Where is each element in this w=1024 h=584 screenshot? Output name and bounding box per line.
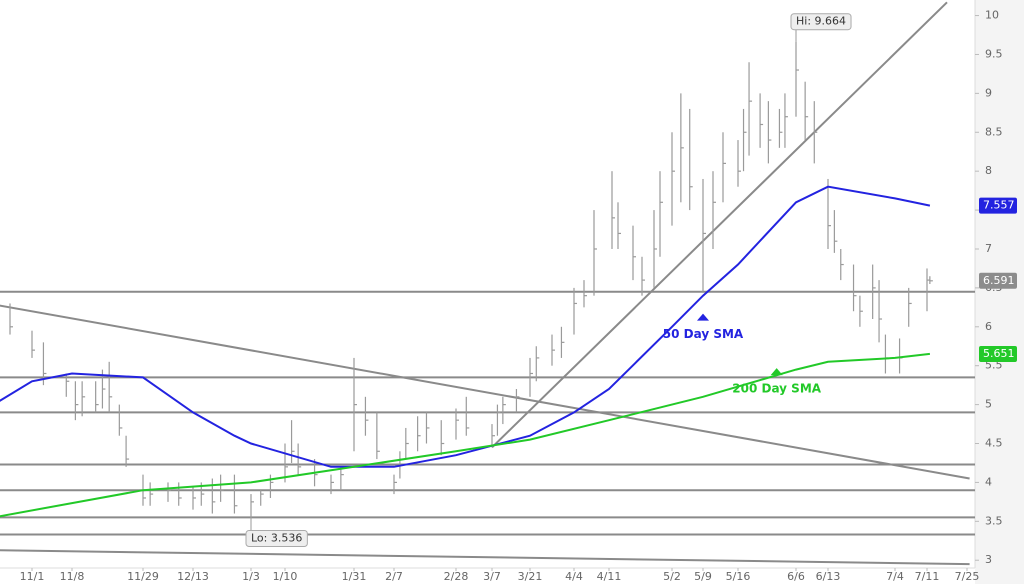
- legend-marker: [770, 368, 783, 376]
- price-axis-panel: [975, 0, 1024, 584]
- x-tick-label: 11/29: [127, 570, 159, 583]
- y-tick-label: 10: [985, 9, 999, 22]
- x-tick-label: 5/2: [663, 570, 681, 583]
- y-tick-label: 4: [985, 475, 992, 488]
- price-tag: [979, 345, 1017, 362]
- annotation-label: Hi: 9.664: [796, 15, 846, 28]
- x-tick-label: 5/16: [726, 570, 751, 583]
- x-tick-label: 7/4: [886, 570, 904, 583]
- y-tick-label: 7: [985, 242, 992, 255]
- y-tick-label: 3: [985, 553, 992, 566]
- y-tick-label: 9.5: [985, 47, 1003, 60]
- y-tick-label: 4.5: [985, 437, 1003, 450]
- moving-average-line: [0, 185, 931, 468]
- x-tick-label: 2/7: [385, 570, 403, 583]
- legend-label: 50 Day SMA: [663, 327, 744, 341]
- x-tick-label: 11/8: [60, 570, 85, 583]
- x-tick-label: 1/31: [342, 570, 367, 583]
- annotation-box: [790, 13, 852, 31]
- price-tag-label: 6.591: [983, 274, 1015, 287]
- annotation: Hi: 9.664: [790, 13, 852, 31]
- trendline: [0, 549, 970, 566]
- x-tick-label: 1/10: [273, 570, 298, 583]
- x-tick-label: 4/4: [565, 570, 583, 583]
- trendline: [491, 1, 948, 449]
- y-tick-label: 5: [985, 398, 992, 411]
- annotation-label: Lo: 3.536: [251, 532, 302, 545]
- x-tick-label: 7/11: [915, 570, 940, 583]
- x-tick-label: 4/11: [597, 570, 622, 583]
- x-tick-label: 5/9: [694, 570, 712, 583]
- x-tick-label: 1/3: [242, 570, 260, 583]
- x-tick-label: 12/13: [177, 570, 209, 583]
- x-tick-label: 6/6: [787, 570, 805, 583]
- x-tick-label: 3/21: [518, 570, 543, 583]
- moving-average-line: [0, 352, 931, 518]
- x-tick-label: 11/1: [20, 570, 45, 583]
- price-tag-label: 7.557: [983, 199, 1015, 212]
- legend-label: 200 Day SMA: [732, 382, 822, 396]
- annotation-box: [245, 530, 308, 548]
- y-tick-label: 6: [985, 320, 992, 333]
- x-tick-label: 3/7: [483, 570, 501, 583]
- price-tag-label: 5.651: [983, 347, 1015, 360]
- y-tick-label: 8: [985, 164, 992, 177]
- price-tag: [979, 197, 1017, 214]
- y-tick-label: 8.5: [985, 125, 1003, 138]
- x-tick-label: 6/13: [816, 570, 841, 583]
- x-tick-label: 2/28: [444, 570, 469, 583]
- price-tag: [979, 272, 1017, 289]
- annotation: Lo: 3.536: [245, 530, 308, 548]
- y-tick-label: 3.5: [985, 514, 1003, 527]
- y-tick-label: 9: [985, 86, 992, 99]
- trendline: [0, 304, 970, 480]
- x-tick-label: 7/25: [955, 570, 980, 583]
- legend-marker: [697, 313, 709, 321]
